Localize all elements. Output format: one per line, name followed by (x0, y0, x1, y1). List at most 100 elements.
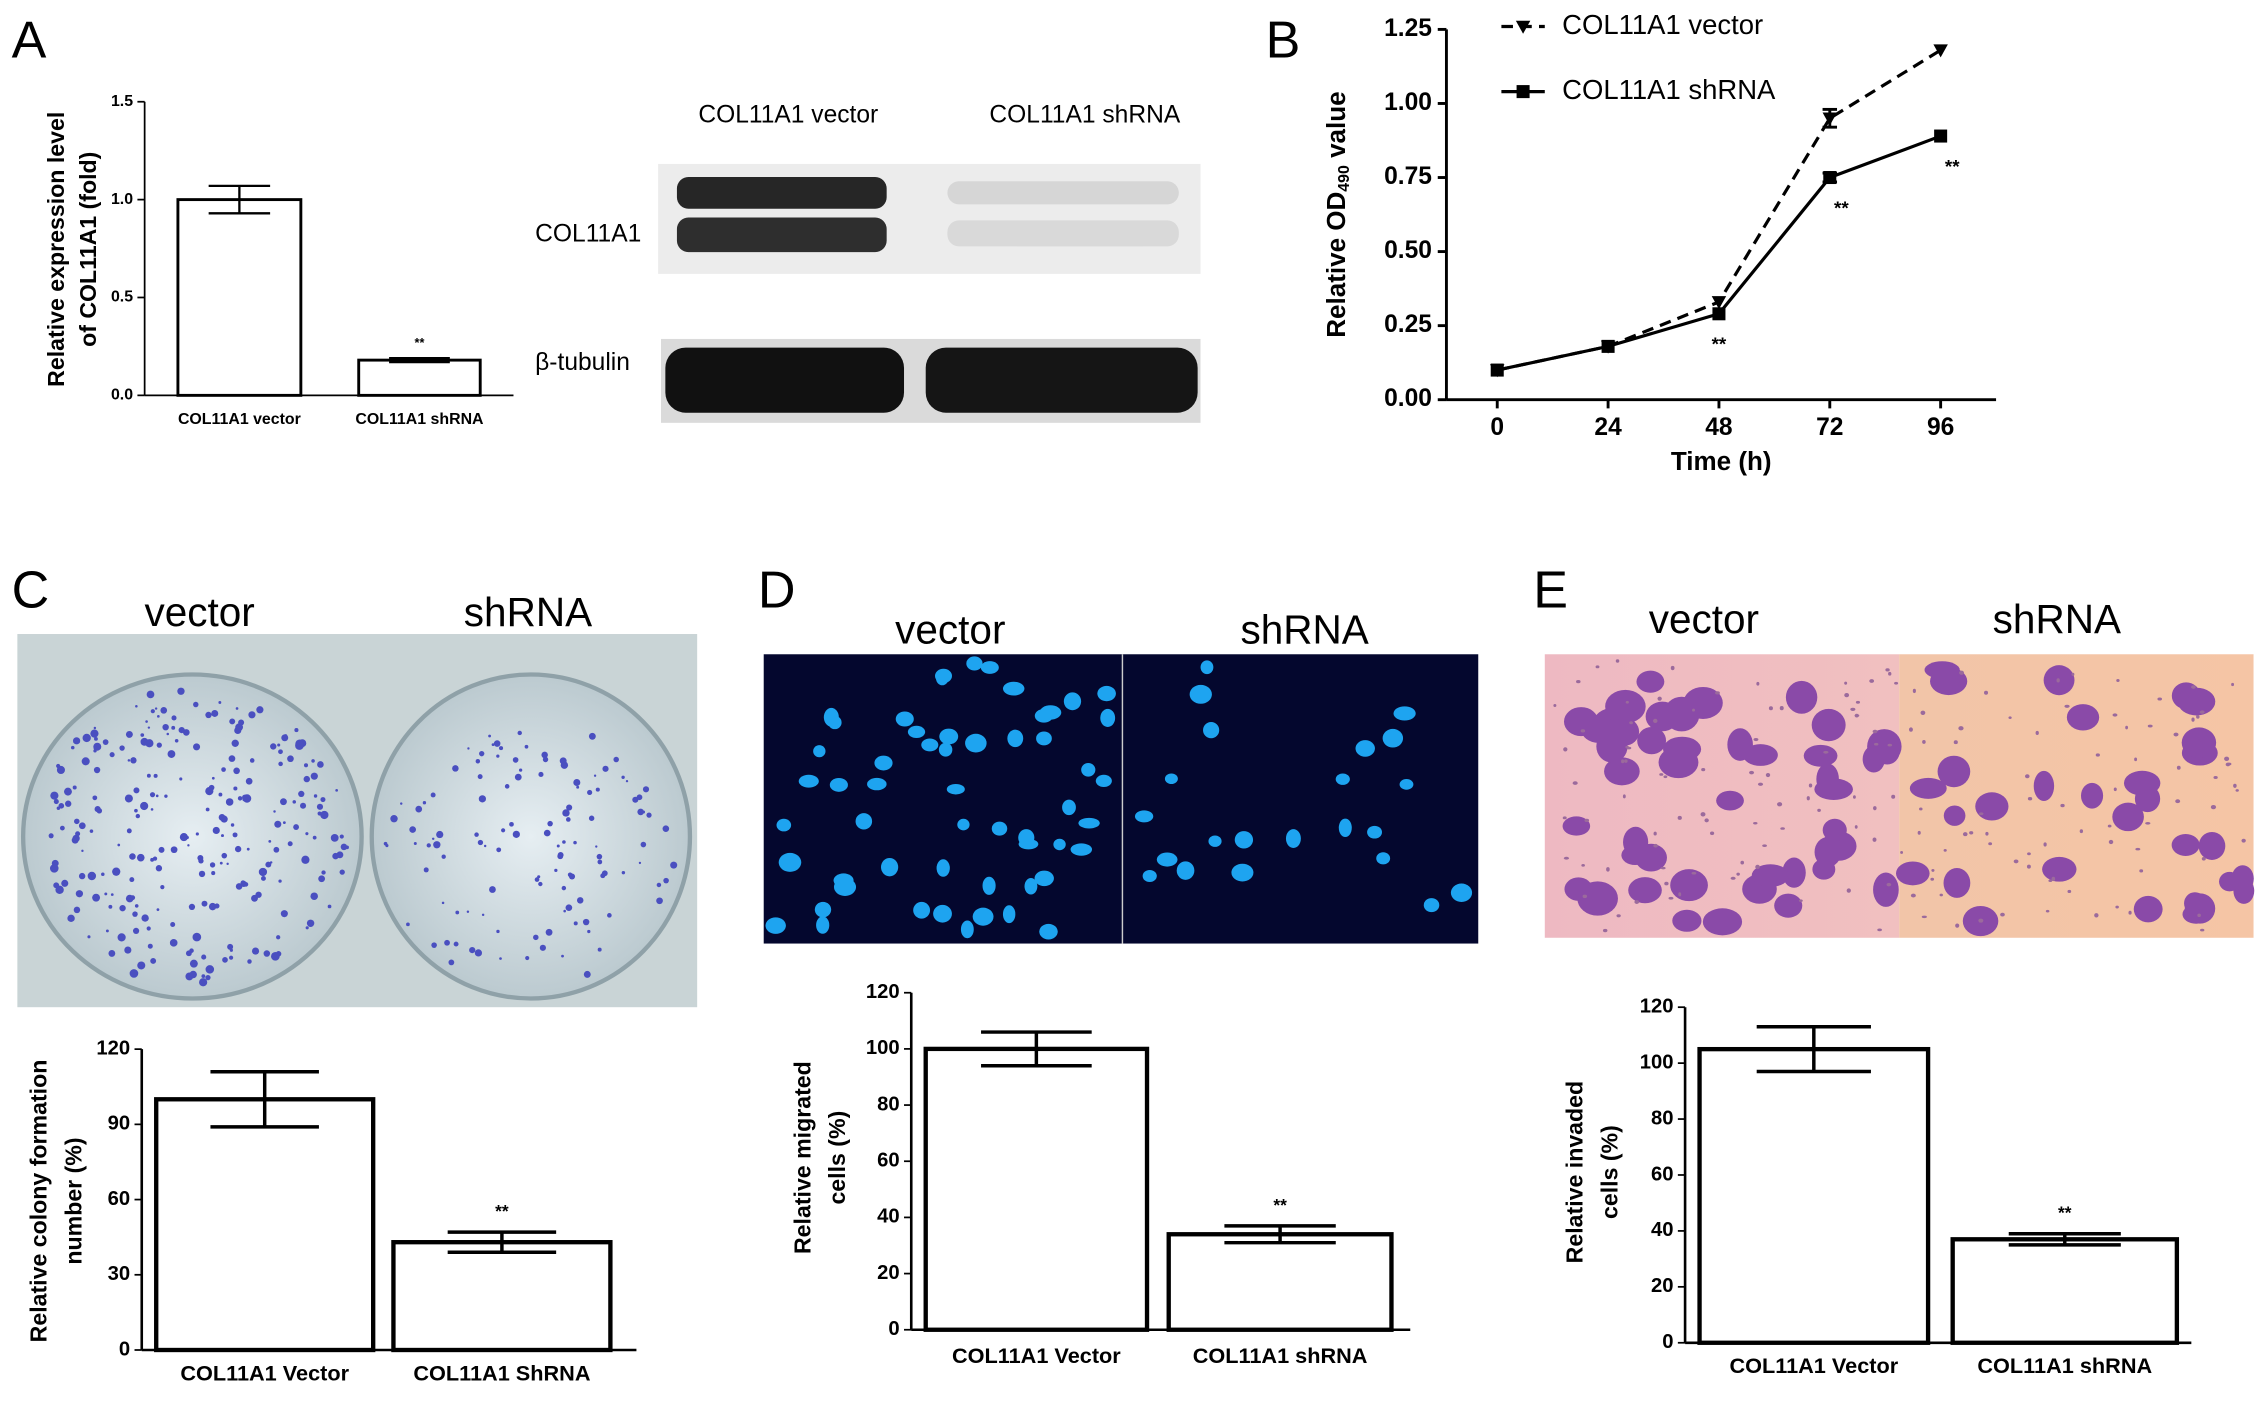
cell (1702, 908, 1743, 936)
pore (2107, 824, 2112, 828)
colony (444, 939, 450, 946)
colony (433, 841, 441, 849)
y-tick-label: 80 (877, 1093, 900, 1115)
cell (2184, 892, 2206, 915)
colony (158, 846, 165, 853)
y-tick-label: 0.50 (1384, 237, 1432, 264)
colony (178, 726, 185, 734)
pore (1606, 867, 1610, 872)
colony (475, 759, 481, 764)
y-tick-label: 40 (1651, 1219, 1674, 1241)
pore (2071, 672, 2075, 676)
colony (226, 862, 229, 866)
cell (1605, 689, 1646, 724)
pore (1806, 796, 1810, 801)
colony (117, 843, 121, 847)
pore (2116, 679, 2120, 682)
colony (238, 719, 245, 726)
colony (169, 939, 178, 947)
pore (2173, 732, 2179, 737)
colony (81, 757, 90, 766)
colony (607, 913, 612, 918)
cell (2066, 704, 2100, 731)
colony (562, 809, 570, 817)
colony (496, 754, 500, 758)
nucleus (1156, 852, 1178, 867)
bar (1950, 1237, 2180, 1345)
colony (164, 794, 168, 798)
marker (1601, 339, 1615, 353)
colony (588, 732, 596, 740)
pore (1704, 818, 1709, 823)
pore (1959, 670, 1964, 675)
colony (150, 808, 154, 811)
pore (2191, 717, 2195, 722)
colony (576, 897, 584, 904)
band (947, 181, 1179, 205)
nucleus (1134, 810, 1154, 823)
colony (108, 904, 113, 909)
nucleus (1063, 692, 1082, 711)
colony (201, 900, 208, 907)
y-tick-label: 60 (877, 1150, 900, 1172)
pore (1700, 812, 1706, 817)
pore (2235, 789, 2239, 792)
pore (1891, 794, 1896, 799)
colony (192, 932, 202, 942)
colony (512, 757, 519, 763)
cell (2177, 687, 2216, 716)
colony (525, 955, 530, 961)
colony (265, 861, 272, 868)
colony (280, 910, 288, 918)
colony (220, 815, 228, 823)
pore (1777, 802, 1783, 807)
y-tick-label: 60 (108, 1188, 131, 1210)
colony (136, 853, 145, 862)
pore (2176, 765, 2181, 770)
colony (565, 904, 573, 912)
cell (1909, 777, 1947, 799)
y-tick-label: 1.00 (1384, 89, 1432, 116)
x-tick-label: COL11A1 shRNA (355, 411, 484, 428)
cell (1873, 872, 1899, 907)
colony (573, 921, 578, 926)
colony (65, 800, 72, 807)
cell (2219, 871, 2241, 892)
pore (1817, 808, 1821, 812)
nucleus (1097, 685, 1116, 702)
pore (1624, 759, 1628, 763)
panel-label: C (12, 561, 50, 619)
colony (117, 933, 126, 942)
pore (1894, 681, 1899, 685)
pore (1692, 708, 1696, 712)
colony (87, 935, 91, 939)
marker (1712, 307, 1726, 321)
colony (409, 826, 416, 833)
colony (49, 864, 59, 873)
pore (1740, 860, 1745, 865)
pore (1701, 768, 1706, 772)
colony (212, 826, 220, 835)
colony (311, 759, 315, 763)
colony (156, 908, 160, 912)
bar (176, 198, 303, 397)
colony (193, 701, 199, 708)
colony (64, 787, 72, 796)
colony (134, 904, 139, 908)
cell (2112, 802, 2144, 832)
pore (1715, 691, 1720, 695)
colony (415, 805, 423, 813)
image-texture (48, 656, 2255, 987)
nucleus (1007, 729, 1024, 748)
panel-label: B (1266, 12, 1301, 70)
y-tick-label: 30 (108, 1263, 131, 1285)
nucleus (1285, 829, 1301, 848)
cell (2181, 727, 2217, 758)
colony (498, 746, 504, 751)
colony (108, 950, 116, 957)
cell (1811, 708, 1846, 742)
x-tick-label: 48 (1705, 414, 1732, 441)
colony (242, 794, 248, 801)
y-axis-label: Relative migrated (789, 1061, 815, 1254)
colony (330, 833, 339, 842)
